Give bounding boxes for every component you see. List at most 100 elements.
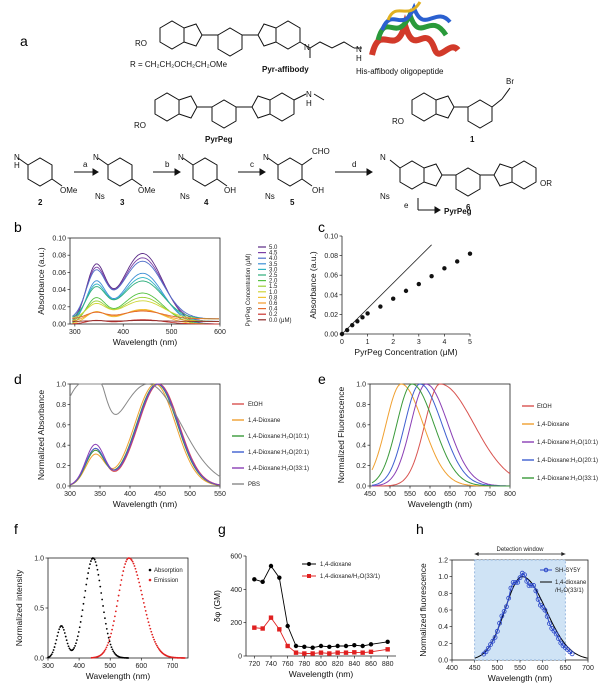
data-point [285,643,290,649]
data-point [310,645,315,650]
nh-label-2: H [306,99,312,108]
y-tick-label: 1.0 [34,556,44,563]
emission-point [142,601,145,604]
legend-label: 1,4-Dioxane [537,422,570,428]
x-tick-label: 2 [391,339,395,346]
emission-point [135,570,138,573]
x-tick-label: 3 [417,339,421,346]
x-tick-label: 600 [424,491,436,498]
data-point [252,577,257,582]
y-tick-label: 0.0 [356,484,366,491]
emission-point [131,560,134,563]
spectrum-line [72,310,219,320]
series-line [371,383,510,487]
legend-label: 1,4-Dioxane:H₂O(10:1) [248,434,309,440]
y-tick-label: 0.5 [34,606,44,613]
absorption-point [64,635,67,638]
x-tick-label: 0 [340,339,344,346]
emission-point [125,560,127,563]
x-tick-label: 750 [484,491,496,498]
emission-point [156,646,159,649]
emission-point [150,630,153,633]
chart-g: 720 740 760 780 800 820 840 860 880 0 200 400 600 Wav… [212,554,396,679]
legend-label: 0.4 [269,307,278,313]
cell-data-point [510,580,516,585]
data-point [378,304,383,309]
arrow-head-left [474,552,479,556]
data-point [327,651,332,656]
data-point [268,563,274,569]
cell-data-point [499,613,505,619]
legend-label: 5.0 [269,245,278,251]
emission-point [105,646,108,649]
emission-point [141,597,144,600]
x-tick-label: 450 [154,491,166,498]
legend-label: Absorption [154,568,183,574]
cell-data-point [483,649,489,655]
compound-3-label: 3 [120,198,125,207]
legend-marker [307,562,311,566]
absorption-point [65,639,68,642]
series-line [69,383,221,486]
legend-label: 1,4-Dioxane:H₂O(20:1) [537,458,598,464]
x-tick-label: 550 [514,665,526,672]
cell-data-point [540,604,546,610]
panel-label-c: c [318,219,325,235]
ro-label-1: RO [135,39,147,48]
emission-point [106,644,109,647]
x-tick-label: 400 [446,665,458,672]
y-tick-label: 0.08 [324,253,338,260]
chart-c: 0 1 2 3 4 5 0.00 0.02 0.04 0.06 0.08 0.10 PyrPeg Con… [308,234,473,357]
series-line [69,383,221,478]
absorption-point [84,589,87,592]
cell-data-point [513,580,518,585]
absorption-point [67,645,70,648]
absorption-point [92,557,95,560]
cell-data-point [533,588,539,594]
x-axis-label: Wavelength (nm) [113,499,178,509]
emission-point [137,577,140,580]
absorption-point [111,648,114,651]
n-label-c6: N [380,153,386,162]
series-line [371,383,510,487]
data-point [442,266,447,271]
ns-label-c5: Ns [265,192,275,201]
spectrum-line [72,257,220,322]
x-tick-label: 840 [348,661,360,668]
arrow-head-right [561,552,566,556]
emission-point [115,605,118,608]
y-tick-label: 200 [230,620,242,627]
chart-f: 300 400 500 600 700 0.0 0.5 1.0 Wavelength (nm) N… [14,556,189,681]
oh-label-c4: OH [224,186,236,195]
compound-6-label: 6 [466,203,471,212]
data-point [352,650,357,655]
data-point [350,322,355,328]
emission-point [114,610,117,613]
emission-point [145,613,148,616]
legend-label: 1.5 [269,284,278,290]
cell-data-point [544,614,550,619]
emission-point [113,620,115,622]
emission-point [116,600,119,602]
emission-point [123,566,126,569]
oh-label-c5: OH [312,186,324,195]
step-a-label: a [83,160,88,169]
emission-point [147,621,150,624]
chart-e: 450 500 550 600 650 700 750 800 0.0 0.2 0.4 0.6 0.8 1… [336,382,598,510]
x-tick-label: 700 [464,491,476,498]
y-tick-label: 0.2 [356,463,366,470]
series-line [69,383,221,486]
emission-point [133,565,136,567]
absorption-point [51,651,54,654]
x-tick-label: 820 [332,661,344,668]
absorption-point [61,625,63,628]
absorption-point [109,643,112,646]
y-tick-label: 0.08 [52,253,66,260]
cell-data-point [528,582,534,588]
cell-data-point [551,628,557,634]
spectrum-line [72,292,219,325]
nh-label-1: H [356,54,362,63]
detection-window-label: Detection window [496,547,544,553]
emission-point [139,585,141,588]
legend-marker [148,568,152,572]
